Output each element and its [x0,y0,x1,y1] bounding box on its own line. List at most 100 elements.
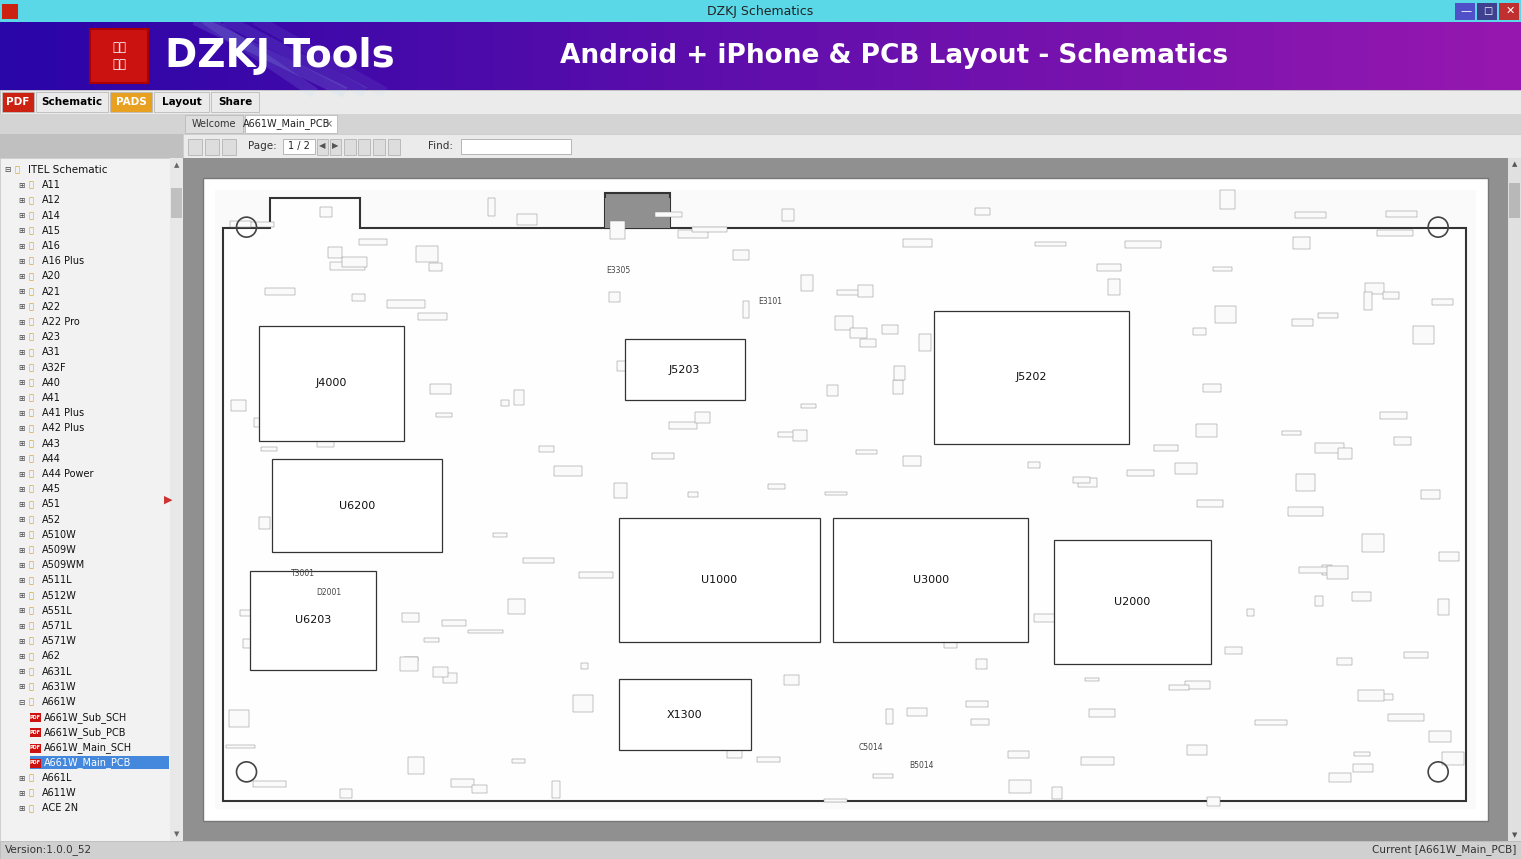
Bar [429,263,441,271]
Bar [514,390,525,405]
Bar [1208,797,1220,807]
Text: ⊞: ⊞ [18,196,24,205]
Bar [792,430,808,441]
Bar [684,22,704,90]
Bar [722,22,742,90]
Bar [230,221,251,227]
Bar [800,404,815,408]
Text: A661W_Main_SCH: A661W_Main_SCH [44,742,132,753]
Bar [1161,22,1180,90]
Bar [945,635,958,648]
Bar [799,22,818,90]
Text: 🗀: 🗀 [29,241,33,251]
Text: ⊞: ⊞ [18,409,24,417]
Bar [2,92,33,112]
Text: J5203: J5203 [669,364,700,375]
Text: ⊞: ⊞ [18,226,24,235]
Bar [1311,22,1332,90]
Text: 🗀: 🗀 [29,500,33,509]
Bar [517,215,537,225]
Text: 🗀: 🗀 [29,378,33,387]
Bar [523,557,554,563]
Text: ⊞: ⊞ [18,606,24,615]
Text: C5014: C5014 [858,742,884,752]
Text: 🗀: 🗀 [29,789,33,798]
Bar [580,572,613,578]
Text: A11: A11 [43,180,61,190]
Bar [1176,463,1197,473]
Text: A15: A15 [43,226,61,236]
Text: A62: A62 [43,651,61,661]
Bar [1255,22,1275,90]
Bar [1008,22,1028,90]
Text: 🗀: 🗀 [29,363,33,372]
Text: U6203: U6203 [295,615,332,625]
Bar [342,22,362,90]
Text: ⊞: ⊞ [18,180,24,190]
Bar [260,517,271,529]
Bar [403,612,420,622]
Text: A661W: A661W [43,697,76,707]
Text: 🗀: 🗀 [29,180,33,190]
Text: A661W_Sub_PCB: A661W_Sub_PCB [44,727,126,738]
Bar [500,400,508,405]
Bar [1331,22,1351,90]
Bar [405,657,418,661]
Bar [508,599,525,613]
Bar [1197,500,1223,507]
Bar [362,22,382,90]
Bar [1034,614,1059,622]
Bar [605,193,669,228]
Text: 🗀: 🗀 [29,576,33,585]
Bar [433,667,449,677]
Bar [170,188,183,218]
Bar [742,302,750,318]
Bar [861,338,876,347]
Bar [399,22,420,90]
Text: ⊞: ⊞ [18,561,24,570]
Bar [272,460,443,552]
Bar [1008,780,1031,793]
Text: 🗀: 🗀 [29,530,33,539]
Text: A509WM: A509WM [43,560,85,570]
Bar [260,447,277,451]
Bar [0,22,20,90]
Bar [625,338,745,400]
Bar [1179,22,1199,90]
Text: PADS: PADS [116,97,146,107]
Text: A511L: A511L [43,576,73,585]
Text: ⊞: ⊞ [18,378,24,387]
Bar [856,450,878,454]
Bar [90,29,148,83]
Bar [1369,22,1389,90]
Bar [689,492,698,497]
Bar [319,206,332,216]
Bar [1407,22,1427,90]
Bar [1509,183,1519,218]
Bar [1084,678,1100,681]
Bar [408,758,424,774]
Bar [1294,211,1326,218]
Bar [913,22,932,90]
Bar [1377,230,1413,236]
Text: Find:: Find: [427,141,453,151]
Bar [610,221,625,239]
Text: ⊞: ⊞ [18,318,24,326]
Text: ⊞: ⊞ [18,454,24,463]
Text: ⊞: ⊞ [18,545,24,555]
Bar [1212,267,1232,271]
Bar [1322,565,1332,576]
Bar [134,22,154,90]
Bar [240,222,274,227]
Text: ⊞: ⊞ [18,439,24,448]
Bar [1282,431,1300,435]
Bar [1299,567,1332,573]
Bar [1358,690,1384,701]
Bar [1389,714,1424,721]
Bar [214,190,1475,809]
Text: ⊞: ⊞ [18,530,24,539]
Text: A52: A52 [43,515,61,525]
Bar [1477,3,1497,20]
Text: ⊞: ⊞ [18,667,24,676]
Bar [359,239,386,245]
